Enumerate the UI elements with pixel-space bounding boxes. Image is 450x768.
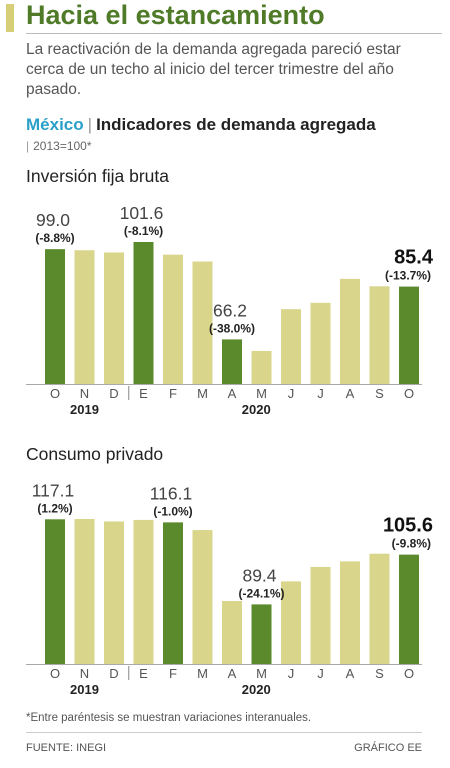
chart-title-consumption: Consumo privado	[26, 444, 164, 464]
x-tick-label-6: A	[228, 666, 237, 681]
value-label-3: 105.6	[383, 515, 433, 537]
x-tick-label-8: J	[288, 666, 295, 681]
bar-12	[399, 554, 419, 664]
x-tick-label-10: A	[346, 666, 355, 681]
indicator-label: Indicadores de demanda agregada	[96, 115, 376, 134]
x-tick-label-12: O	[404, 666, 414, 681]
bar-7	[251, 350, 272, 384]
change-label-0: (-8.8%)	[35, 231, 74, 245]
x-tick-label-12: O	[404, 386, 414, 401]
bar-8	[281, 581, 301, 664]
value-label-0: 99.0	[36, 210, 70, 230]
bar-10	[340, 278, 360, 384]
bar-1	[74, 250, 95, 384]
x-tick-label-3: E	[139, 386, 148, 401]
bar-9	[310, 566, 331, 664]
change-label-0: (1.2%)	[37, 501, 72, 515]
change-label-1: (-8.1%)	[124, 224, 163, 238]
value-label-2: 89.4	[242, 565, 276, 585]
bar-0	[45, 519, 65, 664]
value-label-0: 117.1	[32, 480, 75, 500]
year-label-1: 2020	[242, 402, 271, 417]
bar-10	[340, 561, 360, 664]
chart-title-investment: Inversión fija bruta	[26, 166, 169, 186]
x-tick-label-0: O	[50, 666, 60, 681]
section-heading: México | Indicadores de demanda agregada	[26, 115, 376, 135]
bar-8	[281, 309, 301, 384]
x-tick-label-2: D	[109, 386, 118, 401]
bar-6	[222, 601, 242, 664]
x-tick-label-4: F	[169, 386, 177, 401]
bar-12	[399, 286, 419, 384]
value-label-3: 85.4	[394, 247, 434, 269]
x-tick-label-0: O	[50, 386, 60, 401]
bar-0	[45, 249, 65, 384]
bar-5	[192, 261, 213, 384]
title-divider	[26, 33, 442, 34]
x-tick-label-5: M	[197, 386, 208, 401]
footer-divider	[26, 732, 422, 733]
base-pipe: |	[26, 139, 30, 153]
x-tick-label-1: N	[80, 666, 89, 681]
base-year-note: | 2013=100*	[26, 139, 92, 153]
year-label-0: 2019	[70, 682, 99, 697]
page-title: Hacia el estancamiento	[26, 0, 325, 30]
value-label-2: 66.2	[213, 300, 247, 320]
change-label-3: (-13.7%)	[385, 269, 431, 283]
section-separator: |	[87, 115, 93, 134]
x-tick-label-6: A	[228, 386, 237, 401]
value-label-1: 101.6	[120, 203, 164, 223]
bar-4	[163, 254, 183, 384]
investment-chart: O N D E F M A M J J A S O 2019 2020 99.0(-8.8%) 101.6(-8…	[26, 203, 434, 417]
x-tick-label-11: S	[375, 666, 384, 681]
x-tick-label-1: N	[80, 386, 89, 401]
x-tick-label-4: F	[169, 666, 177, 681]
x-tick-label-3: E	[139, 666, 148, 681]
bar-11	[369, 286, 390, 384]
x-tick-label-11: S	[375, 386, 384, 401]
x-tick-label-7: M	[256, 386, 267, 401]
bar-2	[104, 252, 124, 384]
bar-2	[104, 521, 124, 664]
x-tick-label-7: M	[256, 666, 267, 681]
bar-9	[310, 302, 331, 384]
x-tick-label-9: J	[317, 386, 324, 401]
value-label-1: 116.1	[150, 483, 193, 503]
change-label-2: (-24.1%)	[238, 586, 284, 600]
change-label-2: (-38.0%)	[209, 321, 255, 335]
x-tick-label-5: M	[197, 666, 208, 681]
bar-3	[133, 519, 154, 664]
x-tick-label-8: J	[288, 386, 295, 401]
x-tick-label-10: A	[346, 386, 355, 401]
x-tick-label-2: D	[109, 666, 118, 681]
credit-label: GRÁFICO EE	[354, 742, 422, 754]
change-label-1: (-1.0%)	[153, 504, 192, 518]
bar-5	[192, 530, 213, 664]
x-tick-label-9: J	[317, 666, 324, 681]
year-label-1: 2020	[242, 682, 271, 697]
bar-4	[163, 522, 183, 664]
consumption-chart: O N D E F M A M J J A S O 2019 2020 117.1(1.2%) 116.1(-1…	[26, 480, 433, 697]
footnote: *Entre paréntesis se muestran variacione…	[26, 712, 312, 724]
header-accent-bar	[6, 4, 14, 32]
country-label: México	[26, 115, 84, 134]
page-subtitle: La reactivación de la demanda agregada p…	[26, 41, 401, 98]
bar-11	[369, 553, 390, 664]
bar-1	[74, 519, 95, 664]
bar-3	[133, 242, 154, 384]
source-label: FUENTE: INEGI	[26, 742, 107, 754]
bar-7	[251, 604, 272, 664]
bar-6	[222, 339, 242, 384]
base-year-label: 2013=100*	[33, 139, 92, 153]
change-label-3: (-9.8%)	[392, 537, 431, 551]
year-label-0: 2019	[70, 402, 99, 417]
